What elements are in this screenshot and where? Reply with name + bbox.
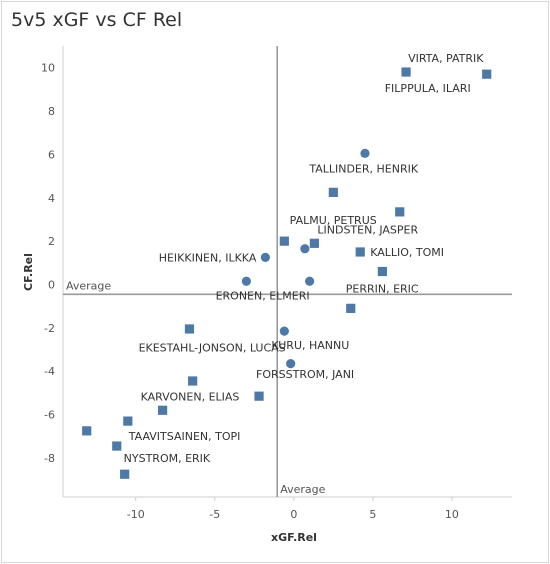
y-tick-label: 6 bbox=[48, 148, 55, 161]
x-tick-label: 10 bbox=[445, 508, 459, 521]
data-point-square bbox=[355, 247, 365, 257]
data-point-circle bbox=[286, 359, 296, 369]
data-point-circle bbox=[300, 244, 310, 254]
x-axis-title: xGF.Rel bbox=[271, 531, 317, 544]
y-axis-title: CF.Rel bbox=[22, 253, 35, 291]
data-point-square bbox=[82, 426, 92, 436]
y-tick-label: 10 bbox=[41, 62, 55, 75]
data-point-square bbox=[482, 69, 492, 79]
data-point-circle bbox=[279, 326, 289, 336]
data-point-square bbox=[346, 303, 356, 313]
data-point-square bbox=[120, 469, 130, 479]
data-point-circle bbox=[241, 276, 251, 286]
data-point-circle bbox=[360, 148, 370, 158]
x-tick-label: 5 bbox=[369, 508, 376, 521]
point-label: KURU, HANNU bbox=[271, 339, 349, 352]
y-tick-label: 4 bbox=[48, 192, 55, 205]
data-point-square bbox=[309, 238, 319, 248]
point-label: ERONEN, ELMERI bbox=[216, 289, 310, 302]
y-tick-label: 0 bbox=[48, 279, 55, 292]
y-tick-label: -6 bbox=[44, 409, 55, 422]
data-point-square bbox=[188, 376, 198, 386]
point-label: FILPPULA, ILARI bbox=[385, 82, 471, 95]
data-point-square bbox=[123, 416, 133, 426]
point-label: LINDSTEN, JASPER bbox=[317, 223, 418, 236]
data-point-square bbox=[112, 441, 122, 451]
point-label: VIRTA, PATRIK bbox=[408, 52, 484, 65]
data-point-square bbox=[279, 236, 289, 246]
data-point-square bbox=[184, 324, 195, 334]
y-tick-label: 2 bbox=[48, 235, 55, 248]
point-label: FORSSTROM, JANI bbox=[256, 368, 354, 381]
y-tick-label: -2 bbox=[44, 322, 55, 335]
point-label: TALLINDER, HENRIK bbox=[308, 162, 419, 175]
data-point-square bbox=[377, 266, 387, 277]
point-label: KALLIO, TOMI bbox=[370, 246, 444, 259]
data-point-circle bbox=[260, 252, 270, 263]
data-point-square bbox=[158, 405, 168, 415]
point-label: KARVONEN, ELIAS bbox=[141, 390, 240, 403]
x-tick-label: -5 bbox=[209, 508, 220, 521]
y-tick-label: -8 bbox=[44, 452, 55, 465]
point-label: EKESTAHL-JONSON, LUCAS bbox=[139, 342, 286, 355]
point-label: NYSTROM, ERIK bbox=[124, 452, 211, 465]
point-label: TAAVITSAINEN, TOPI bbox=[128, 430, 241, 443]
data-point-square bbox=[254, 391, 264, 401]
x-tick-label: -10 bbox=[127, 508, 145, 521]
data-point-circle bbox=[305, 276, 315, 286]
data-point-square bbox=[395, 207, 405, 217]
x-average-label: Average bbox=[280, 483, 325, 496]
data-point-square bbox=[328, 187, 338, 197]
y-average-label: Average bbox=[66, 279, 111, 292]
data-point-square bbox=[401, 67, 411, 77]
chart-title: 5v5 xGF vs CF Rel bbox=[11, 9, 183, 31]
point-label: PERRIN, ERIC bbox=[346, 282, 419, 295]
x-tick-label: 0 bbox=[290, 508, 297, 521]
y-tick-label: -4 bbox=[44, 365, 55, 378]
point-label: HEIKKINEN, ILKKA bbox=[159, 251, 257, 264]
y-tick-label: 8 bbox=[48, 105, 55, 118]
point-label: PALMU, PETRUS bbox=[290, 214, 377, 227]
